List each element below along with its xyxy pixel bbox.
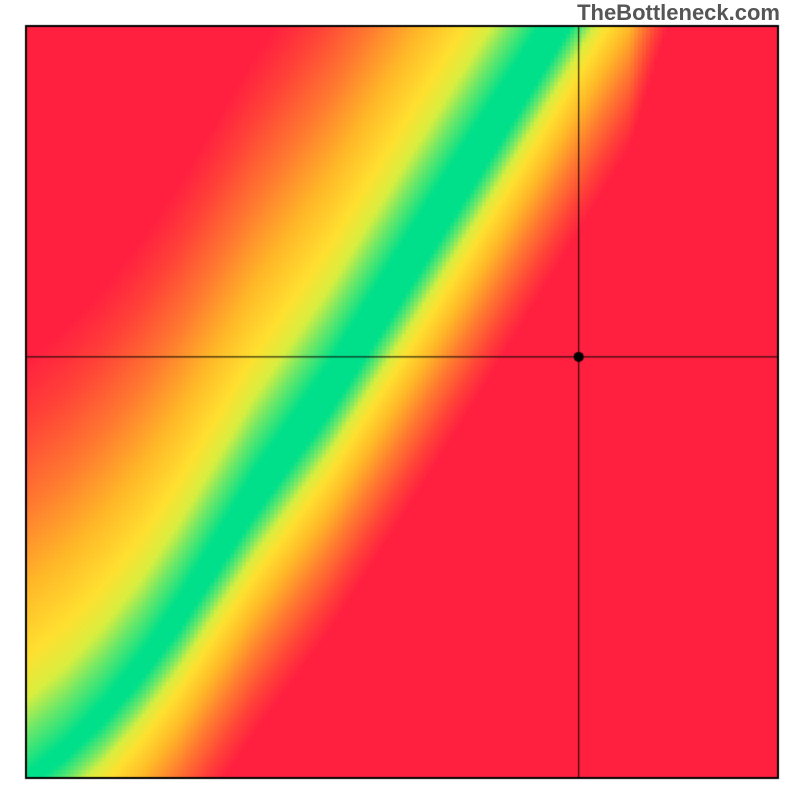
watermark-text: TheBottleneck.com: [577, 0, 780, 26]
bottleneck-heatmap: [0, 0, 800, 800]
